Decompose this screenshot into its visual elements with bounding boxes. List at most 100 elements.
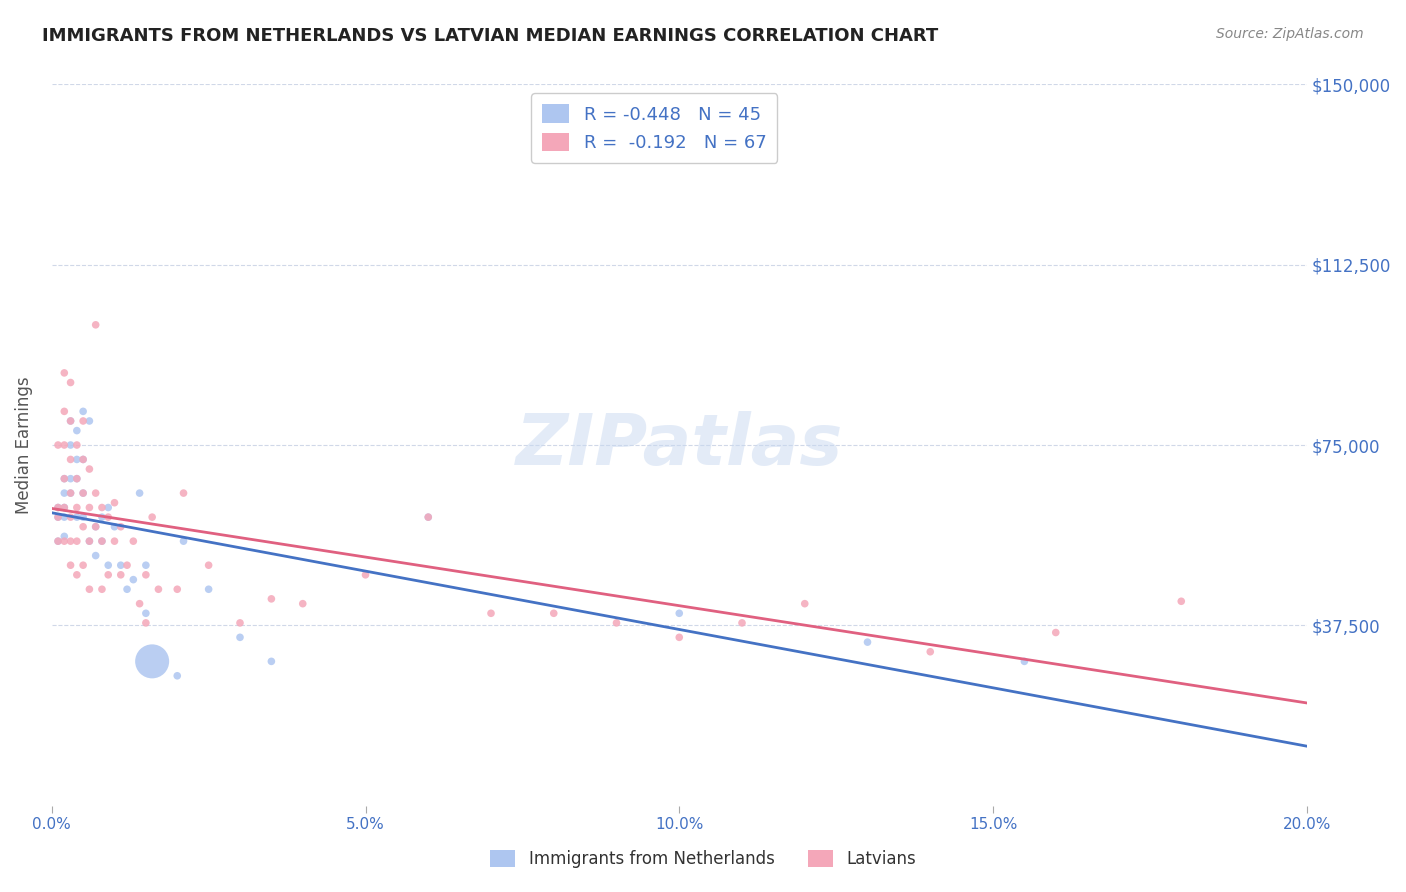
Point	[84, 520, 107, 534]
Point	[128, 486, 150, 500]
Point	[59, 376, 82, 390]
Point	[103, 534, 125, 549]
Point	[46, 500, 69, 515]
Point	[84, 520, 107, 534]
Point	[197, 582, 219, 597]
Point	[1170, 594, 1192, 608]
Point	[66, 424, 89, 438]
Point	[229, 630, 252, 644]
Point	[173, 486, 195, 500]
Point	[79, 582, 101, 597]
Point	[53, 472, 76, 486]
Point	[920, 645, 942, 659]
Point	[72, 414, 94, 428]
Point	[84, 486, 107, 500]
Point	[148, 582, 170, 597]
Point	[84, 318, 107, 332]
Point	[543, 607, 565, 621]
Point	[79, 414, 101, 428]
Point	[72, 520, 94, 534]
Point	[59, 472, 82, 486]
Point	[110, 558, 132, 573]
Point	[91, 510, 114, 524]
Point	[97, 510, 120, 524]
Point	[418, 510, 440, 524]
Point	[59, 558, 82, 573]
Point	[91, 582, 114, 597]
Point	[731, 615, 754, 630]
Point	[260, 654, 283, 668]
Point	[97, 558, 120, 573]
Point	[72, 452, 94, 467]
Point	[53, 472, 76, 486]
Point	[66, 472, 89, 486]
Point	[53, 500, 76, 515]
Point	[141, 510, 163, 524]
Point	[66, 452, 89, 467]
Point	[53, 438, 76, 452]
Point	[46, 510, 69, 524]
Point	[66, 510, 89, 524]
Point	[166, 582, 188, 597]
Text: IMMIGRANTS FROM NETHERLANDS VS LATVIAN MEDIAN EARNINGS CORRELATION CHART: IMMIGRANTS FROM NETHERLANDS VS LATVIAN M…	[42, 27, 938, 45]
Point	[53, 534, 76, 549]
Point	[418, 510, 440, 524]
Point	[115, 558, 138, 573]
Point	[135, 567, 157, 582]
Point	[79, 462, 101, 476]
Point	[1045, 625, 1067, 640]
Point	[605, 615, 627, 630]
Legend: Immigrants from Netherlands, Latvians: Immigrants from Netherlands, Latvians	[484, 843, 922, 875]
Point	[72, 486, 94, 500]
Point	[46, 438, 69, 452]
Point	[260, 591, 283, 606]
Point	[72, 452, 94, 467]
Point	[793, 597, 815, 611]
Point	[59, 534, 82, 549]
Point	[72, 486, 94, 500]
Point	[53, 486, 76, 500]
Point	[59, 438, 82, 452]
Point	[97, 500, 120, 515]
Point	[46, 534, 69, 549]
Point	[91, 500, 114, 515]
Text: Source: ZipAtlas.com: Source: ZipAtlas.com	[1216, 27, 1364, 41]
Point	[91, 534, 114, 549]
Point	[197, 558, 219, 573]
Point	[66, 472, 89, 486]
Text: ZIPatlas: ZIPatlas	[516, 410, 844, 480]
Point	[354, 567, 377, 582]
Point	[103, 496, 125, 510]
Point	[135, 558, 157, 573]
Point	[141, 654, 163, 668]
Point	[59, 452, 82, 467]
Point	[66, 438, 89, 452]
Point	[46, 500, 69, 515]
Point	[97, 567, 120, 582]
Point	[66, 567, 89, 582]
Point	[122, 573, 145, 587]
Point	[1014, 654, 1036, 668]
Point	[166, 669, 188, 683]
Point	[46, 534, 69, 549]
Point	[46, 510, 69, 524]
Point	[856, 635, 879, 649]
Point	[229, 615, 252, 630]
Point	[79, 534, 101, 549]
Point	[53, 510, 76, 524]
Point	[53, 404, 76, 418]
Point	[59, 414, 82, 428]
Point	[173, 534, 195, 549]
Point	[59, 510, 82, 524]
Point	[128, 597, 150, 611]
Point	[110, 520, 132, 534]
Point	[59, 486, 82, 500]
Point	[668, 607, 690, 621]
Point	[103, 520, 125, 534]
Point	[59, 486, 82, 500]
Y-axis label: Median Earnings: Median Earnings	[15, 376, 32, 514]
Point	[79, 534, 101, 549]
Point	[110, 567, 132, 582]
Point	[72, 404, 94, 418]
Point	[291, 597, 314, 611]
